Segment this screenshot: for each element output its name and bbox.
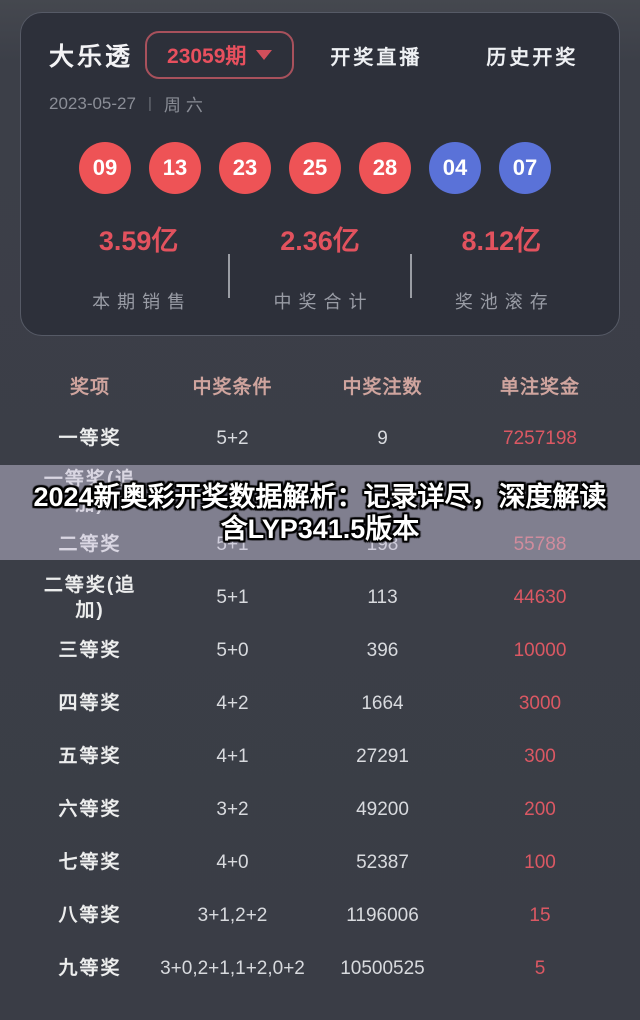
prize-tier-label: 九等奖: [58, 958, 122, 979]
watermark-text-line1: 2024新奥彩开奖数据解析：记录详尽，深度解读: [33, 481, 607, 512]
win-condition: 3+0,2+1,1+2,0+2: [160, 957, 305, 979]
stat-total-winnings: 2.36亿 中奖合计: [230, 224, 409, 314]
win-condition: 5+2: [216, 427, 249, 449]
date-separator: |: [147, 95, 152, 112]
lottery-ball-front: 25: [289, 142, 341, 194]
stat-sales-value: 3.59亿: [98, 226, 179, 256]
win-condition: 4+1: [216, 745, 249, 767]
stat-jackpot-rollover: 8.12亿 奖池滚存: [412, 224, 591, 314]
chevron-down-icon: [256, 50, 273, 60]
prize-amount: 44630: [513, 586, 567, 608]
stat-divider: [228, 254, 231, 298]
prize-amount: 100: [524, 851, 556, 873]
card-header-row: 大乐透 23059期 开奖直播 历史开奖: [49, 31, 591, 79]
prize-tier-label: 八等奖: [58, 905, 122, 926]
stat-sales: 3.59亿 本期销售: [49, 224, 228, 314]
nav-history-draws[interactable]: 历史开奖: [486, 46, 579, 69]
nav-live-draw[interactable]: 开奖直播: [330, 46, 423, 69]
draw-summary-card: 大乐透 23059期 开奖直播 历史开奖 2023-05-27 | 周六 09 …: [20, 12, 620, 336]
issue-selector[interactable]: 23059期: [145, 31, 295, 79]
win-condition: 4+2: [216, 692, 249, 714]
stat-jackpot-rollover-value: 8.12亿: [461, 226, 542, 256]
stat-sales-label: 本期销售: [92, 292, 193, 312]
column-header-condition: 中奖条件: [192, 376, 273, 398]
table-row: 八等奖 3+1,2+2 1196006 15: [0, 889, 640, 942]
prize-tier-label: 一等奖: [58, 428, 122, 449]
table-header-row: 奖项 中奖条件 中奖注数 单注奖金: [0, 358, 640, 412]
prize-amount: 10000: [513, 639, 567, 661]
winner-count: 396: [366, 639, 399, 661]
prize-tier-label: 四等奖: [58, 693, 122, 714]
prize-amount: 7257198: [503, 427, 577, 449]
table-row: 七等奖 4+0 52387 100: [0, 836, 640, 889]
winner-count: 49200: [356, 798, 409, 820]
app-title: 大乐透: [49, 43, 134, 71]
table-row: 六等奖 3+2 49200 200: [0, 783, 640, 836]
win-condition: 4+0: [216, 851, 249, 873]
column-header-amount: 单注奖金: [499, 376, 580, 398]
lottery-ball-back: 04: [429, 142, 481, 194]
watermark-overlay: 2024新奥彩开奖数据解析：记录详尽，深度解读 含LYP341.5版本: [0, 465, 640, 560]
win-condition: 3+2: [216, 798, 249, 820]
prize-amount: 3000: [518, 692, 562, 714]
table-row: 五等奖 4+1 27291 300: [0, 730, 640, 783]
column-header-count: 中奖注数: [342, 376, 423, 398]
lottery-ball-front: 13: [149, 142, 201, 194]
win-condition: 5+1: [216, 586, 249, 608]
results-table: 奖项 中奖条件 中奖注数 单注奖金 一等奖 5+2 9 7257198 一等奖(…: [0, 358, 640, 995]
winner-count: 10500525: [340, 957, 425, 979]
table-row: 三等奖 5+0 396 10000: [0, 624, 640, 677]
lottery-ball-front: 28: [359, 142, 411, 194]
winner-count: 52387: [356, 851, 409, 873]
prize-tier-label: 七等奖: [58, 852, 122, 873]
prize-amount: 15: [529, 904, 551, 926]
table-row: 四等奖 4+2 1664 3000: [0, 677, 640, 730]
table-row: 二等奖(追加) 5+1 113 44630: [0, 571, 640, 624]
draw-weekday: 周六: [163, 96, 208, 115]
prize-tier-label: 五等奖: [58, 746, 122, 767]
winner-count: 113: [367, 586, 398, 608]
prize-tier-label: 二等奖(追加): [43, 574, 137, 621]
win-condition: 3+1,2+2: [197, 904, 268, 926]
winning-numbers: 09 13 23 25 28 04 07: [79, 142, 591, 194]
winner-count: 1196006: [346, 904, 419, 926]
winner-count: 27291: [356, 745, 409, 767]
column-header-prize: 奖项: [69, 376, 110, 398]
watermark-text-line2: 含LYP341.5版本: [220, 513, 420, 544]
draw-date: 2023-05-27: [49, 93, 136, 113]
prize-amount: 300: [524, 745, 556, 767]
stat-total-winnings-label: 中奖合计: [273, 292, 374, 312]
issue-number: 23059期: [167, 45, 247, 68]
winner-count: 9: [377, 427, 388, 449]
stat-total-winnings-value: 2.36亿: [280, 226, 360, 256]
lottery-ball-front: 23: [219, 142, 271, 194]
table-row: 九等奖 3+0,2+1,1+2,0+2 10500525 5: [0, 942, 640, 995]
prize-amount: 200: [524, 798, 556, 820]
stat-jackpot-rollover-label: 奖池滚存: [454, 292, 555, 312]
prize-amount: 5: [534, 957, 546, 979]
draw-date-row: 2023-05-27 | 周六: [49, 91, 591, 116]
table-row: 一等奖 5+2 9 7257198: [0, 412, 640, 465]
draw-stats: 3.59亿 本期销售 2.36亿 中奖合计 8.12亿 奖池滚存: [49, 224, 591, 314]
lottery-ball-front: 09: [79, 142, 131, 194]
winner-count: 1664: [361, 692, 404, 714]
stat-divider: [409, 254, 412, 298]
prize-tier-label: 六等奖: [58, 799, 122, 820]
win-condition: 5+0: [216, 639, 249, 661]
prize-tier-label: 三等奖: [58, 640, 122, 661]
lottery-ball-back: 07: [499, 142, 551, 194]
